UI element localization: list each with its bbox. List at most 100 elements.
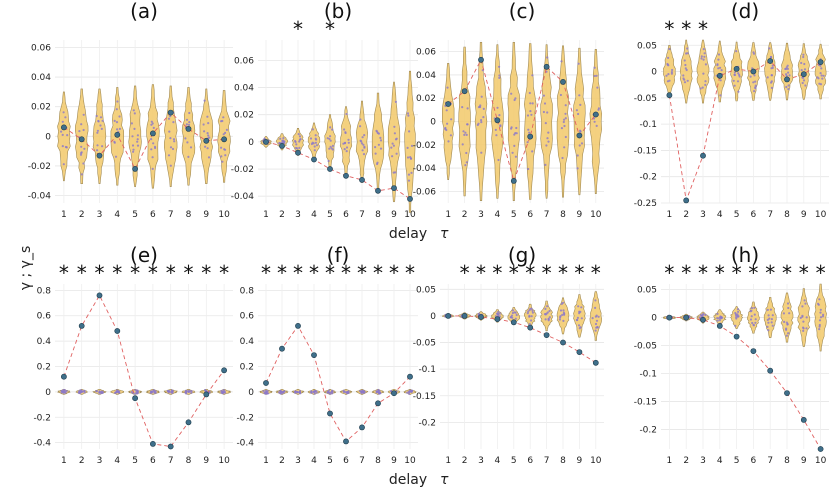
- gamma-point: [78, 322, 85, 329]
- sample-point: [788, 312, 791, 315]
- x-tick-label: 4: [114, 210, 120, 220]
- violin: [797, 288, 811, 347]
- sample-point: [528, 323, 531, 326]
- gamma-point: [767, 367, 774, 374]
- gamma-point: [800, 416, 807, 423]
- sample-point: [61, 389, 64, 392]
- x-tick-label: 7: [168, 210, 174, 220]
- sample-point: [717, 53, 721, 56]
- y-tick-label: 0: [651, 314, 657, 324]
- sample-point: [96, 144, 99, 147]
- sample-point: [377, 389, 380, 392]
- x-tick-label: 2: [462, 210, 468, 220]
- significance-star: *: [219, 261, 229, 285]
- significance-star: *: [681, 261, 691, 285]
- sample-point: [668, 79, 671, 82]
- sample-point: [498, 114, 501, 117]
- y-tick-label: -0.04: [231, 192, 255, 202]
- sample-point: [153, 391, 156, 394]
- gamma-point: [375, 187, 381, 194]
- sample-point: [719, 66, 722, 69]
- sample-point: [294, 390, 297, 393]
- gamma-point: [750, 348, 757, 354]
- sample-point: [207, 134, 210, 137]
- y-axis-label: γ ; γ_s: [18, 246, 34, 290]
- sample-point: [735, 316, 738, 319]
- sample-point: [360, 142, 364, 145]
- sample-point: [345, 146, 349, 149]
- sample-point: [528, 131, 531, 134]
- gamma-point: [478, 56, 484, 63]
- sample-point: [63, 389, 67, 392]
- violin: [371, 92, 385, 192]
- sample-point: [393, 132, 396, 135]
- violin: [74, 88, 89, 184]
- sample-point: [406, 156, 410, 159]
- sample-point: [786, 67, 790, 70]
- significance-star: *: [460, 261, 470, 285]
- sample-point: [224, 131, 227, 134]
- sample-point: [224, 148, 227, 151]
- x-tick-label: 5: [327, 456, 333, 466]
- sample-point: [801, 81, 804, 85]
- sample-point: [750, 315, 753, 318]
- sample-point: [362, 389, 365, 392]
- sample-point: [819, 64, 822, 67]
- violin: [507, 42, 521, 201]
- sample-point: [376, 162, 379, 166]
- sample-point: [188, 121, 191, 124]
- sample-point: [279, 389, 282, 393]
- x-tick-label: 4: [495, 210, 501, 220]
- sample-point: [767, 329, 770, 332]
- sample-point: [819, 316, 823, 319]
- x-tick-label: 8: [375, 456, 381, 466]
- sample-point: [465, 161, 468, 164]
- sample-point: [100, 391, 103, 394]
- sample-point: [411, 390, 414, 393]
- sample-point: [801, 305, 804, 308]
- sample-point: [480, 151, 483, 154]
- sample-point: [668, 47, 671, 51]
- significance-star: *: [293, 261, 303, 285]
- sample-point: [771, 64, 774, 67]
- sample-point: [802, 326, 805, 329]
- sample-point: [464, 164, 467, 167]
- gamma-line: [447, 58, 597, 183]
- sample-point: [220, 155, 223, 158]
- sample-point: [769, 308, 773, 311]
- sample-point: [787, 306, 790, 310]
- sample-point: [132, 109, 135, 112]
- sample-point: [187, 390, 190, 394]
- sample-point: [379, 139, 383, 142]
- sample-point: [704, 83, 707, 86]
- sample-point: [768, 47, 771, 50]
- sample-point: [597, 108, 600, 111]
- x-tick-label: 3: [478, 210, 484, 220]
- significance-star: *: [148, 261, 158, 285]
- gamma-point: [494, 117, 501, 124]
- gamma-point: [311, 156, 317, 163]
- sample-point: [347, 138, 350, 141]
- y-tick-label: -0.15: [413, 392, 436, 402]
- sample-point: [702, 313, 705, 316]
- x-tick-label: 7: [544, 456, 550, 466]
- sample-point: [530, 113, 533, 116]
- y-tick-label: 0.04: [416, 71, 436, 81]
- sample-point: [559, 315, 562, 318]
- sample-point: [699, 314, 702, 317]
- sample-point: [298, 135, 302, 138]
- sample-point: [480, 95, 483, 98]
- significance-star: *: [293, 17, 303, 41]
- significance-star: *: [748, 261, 758, 285]
- gamma-point: [478, 314, 484, 320]
- sample-point: [802, 76, 805, 79]
- gamma-point: [311, 352, 317, 358]
- y-tick-label: -0.1: [639, 120, 657, 130]
- gamma-point: [391, 185, 397, 191]
- sample-point: [559, 309, 563, 312]
- sample-point: [528, 91, 531, 95]
- panel-title: (d): [731, 0, 759, 23]
- sample-point: [342, 390, 345, 394]
- sample-point: [704, 80, 707, 83]
